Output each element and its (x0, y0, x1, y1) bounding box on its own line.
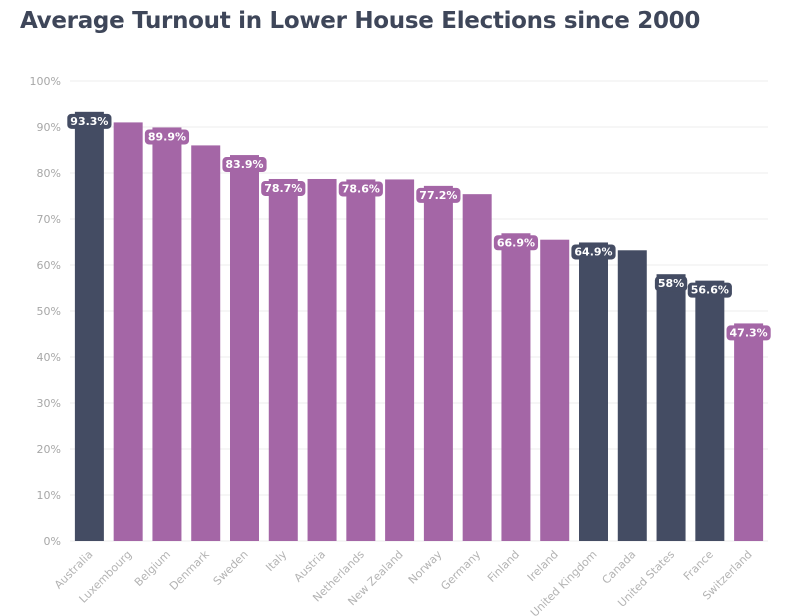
x-tick-label: Germany (438, 548, 483, 593)
y-tick-label: 100% (30, 75, 61, 88)
y-tick-label: 10% (37, 489, 61, 502)
x-tick-label: France (681, 548, 716, 583)
y-tick-label: 90% (37, 121, 61, 134)
data-label: 78.7% (264, 182, 302, 195)
data-label-background (261, 180, 306, 196)
bar (230, 155, 259, 541)
bar (385, 179, 415, 541)
bar (656, 274, 686, 541)
data-label: 83.9% (225, 158, 263, 171)
data-label-background (338, 181, 383, 197)
x-tick-label: Canada (600, 548, 639, 587)
bar (191, 145, 221, 541)
x-tick-label: Denmark (167, 547, 212, 592)
data-label-background (67, 113, 112, 129)
x-tick-label: Italy (263, 548, 289, 574)
data-label-background (687, 282, 732, 298)
bar (423, 185, 453, 541)
data-label: 56.6% (691, 284, 729, 297)
data-label-background (222, 157, 267, 173)
bars (74, 111, 764, 542)
y-tick-label: 30% (37, 397, 61, 410)
bar (734, 323, 764, 541)
y-tick-label: 70% (37, 213, 61, 226)
y-tick-label: 0% (44, 535, 61, 548)
bar (695, 280, 725, 541)
data-label-background (144, 129, 190, 145)
y-tick-label: 50% (37, 305, 61, 318)
y-tick-label: 20% (37, 443, 61, 456)
data-label: 89.9% (148, 130, 186, 143)
data-label: 47.3% (730, 326, 768, 339)
bar (268, 178, 298, 542)
x-tick-label: Norway (406, 548, 445, 587)
x-tick-label: Finland (485, 548, 522, 585)
x-tick-label: United Kingdom (528, 548, 600, 616)
bar (501, 233, 531, 541)
data-label: 66.9% (497, 236, 535, 249)
data-label: 77.2% (419, 189, 457, 202)
y-tick-label: 40% (37, 351, 61, 364)
y-axis: 0% 10% 20% 30% 40% 50% 60% 70% 80% 90% 100% (30, 75, 61, 548)
x-tick-label: Ireland (525, 548, 561, 584)
bar (307, 178, 337, 542)
bar (113, 122, 143, 542)
data-label-background (571, 244, 616, 260)
bar (346, 179, 376, 541)
data-label: 64.9% (574, 245, 612, 258)
data-label-background (726, 325, 771, 341)
data-label: 58% (658, 277, 684, 290)
bar (462, 194, 492, 541)
bar (74, 111, 104, 541)
bar (579, 242, 608, 541)
bar (152, 127, 182, 542)
data-label-background (493, 235, 539, 251)
chart-title: Average Turnout in Lower House Elections… (20, 8, 701, 34)
grid-lines (70, 80, 768, 542)
y-tick-label: 60% (37, 259, 61, 272)
x-tick-label: Sweden (211, 548, 251, 588)
bar (617, 250, 647, 541)
data-labels: 93.3% 89.9% 83.9%78.7% 78.6% 77.2% 66.9% 64.9%… (67, 113, 771, 341)
bar (540, 239, 570, 541)
x-tick-label: Austria (291, 548, 328, 585)
data-label-background (654, 276, 688, 292)
data-label: 78.6% (342, 182, 380, 195)
data-label-background (416, 187, 461, 203)
data-label: 93.3% (70, 115, 108, 128)
y-tick-label: 80% (37, 167, 61, 180)
